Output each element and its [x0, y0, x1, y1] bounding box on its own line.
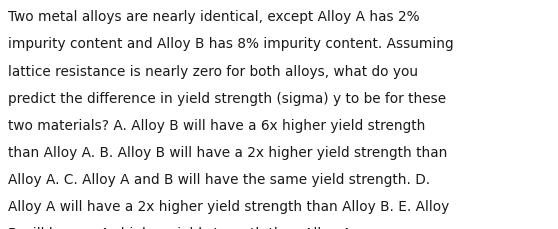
Text: two materials? A. Alloy B will have a 6x higher yield strength: two materials? A. Alloy B will have a 6x… [8, 118, 426, 132]
Text: Two metal alloys are nearly identical, except Alloy A has 2%: Two metal alloys are nearly identical, e… [8, 10, 420, 24]
Text: lattice resistance is nearly zero for both alloys, what do you: lattice resistance is nearly zero for bo… [8, 64, 418, 78]
Text: predict the difference in yield strength (sigma) y to be for these: predict the difference in yield strength… [8, 91, 446, 105]
Text: than Alloy A. B. Alloy B will have a 2x higher yield strength than: than Alloy A. B. Alloy B will have a 2x … [8, 145, 448, 159]
Text: Alloy A will have a 2x higher yield strength than Alloy B. E. Alloy: Alloy A will have a 2x higher yield stre… [8, 199, 450, 213]
Text: Alloy A. C. Alloy A and B will have the same yield strength. D.: Alloy A. C. Alloy A and B will have the … [8, 172, 430, 186]
Text: impurity content and Alloy B has 8% impurity content. Assuming: impurity content and Alloy B has 8% impu… [8, 37, 454, 51]
Text: B will have a 4x higher yield strength than Alloy A.: B will have a 4x higher yield strength t… [8, 226, 356, 229]
